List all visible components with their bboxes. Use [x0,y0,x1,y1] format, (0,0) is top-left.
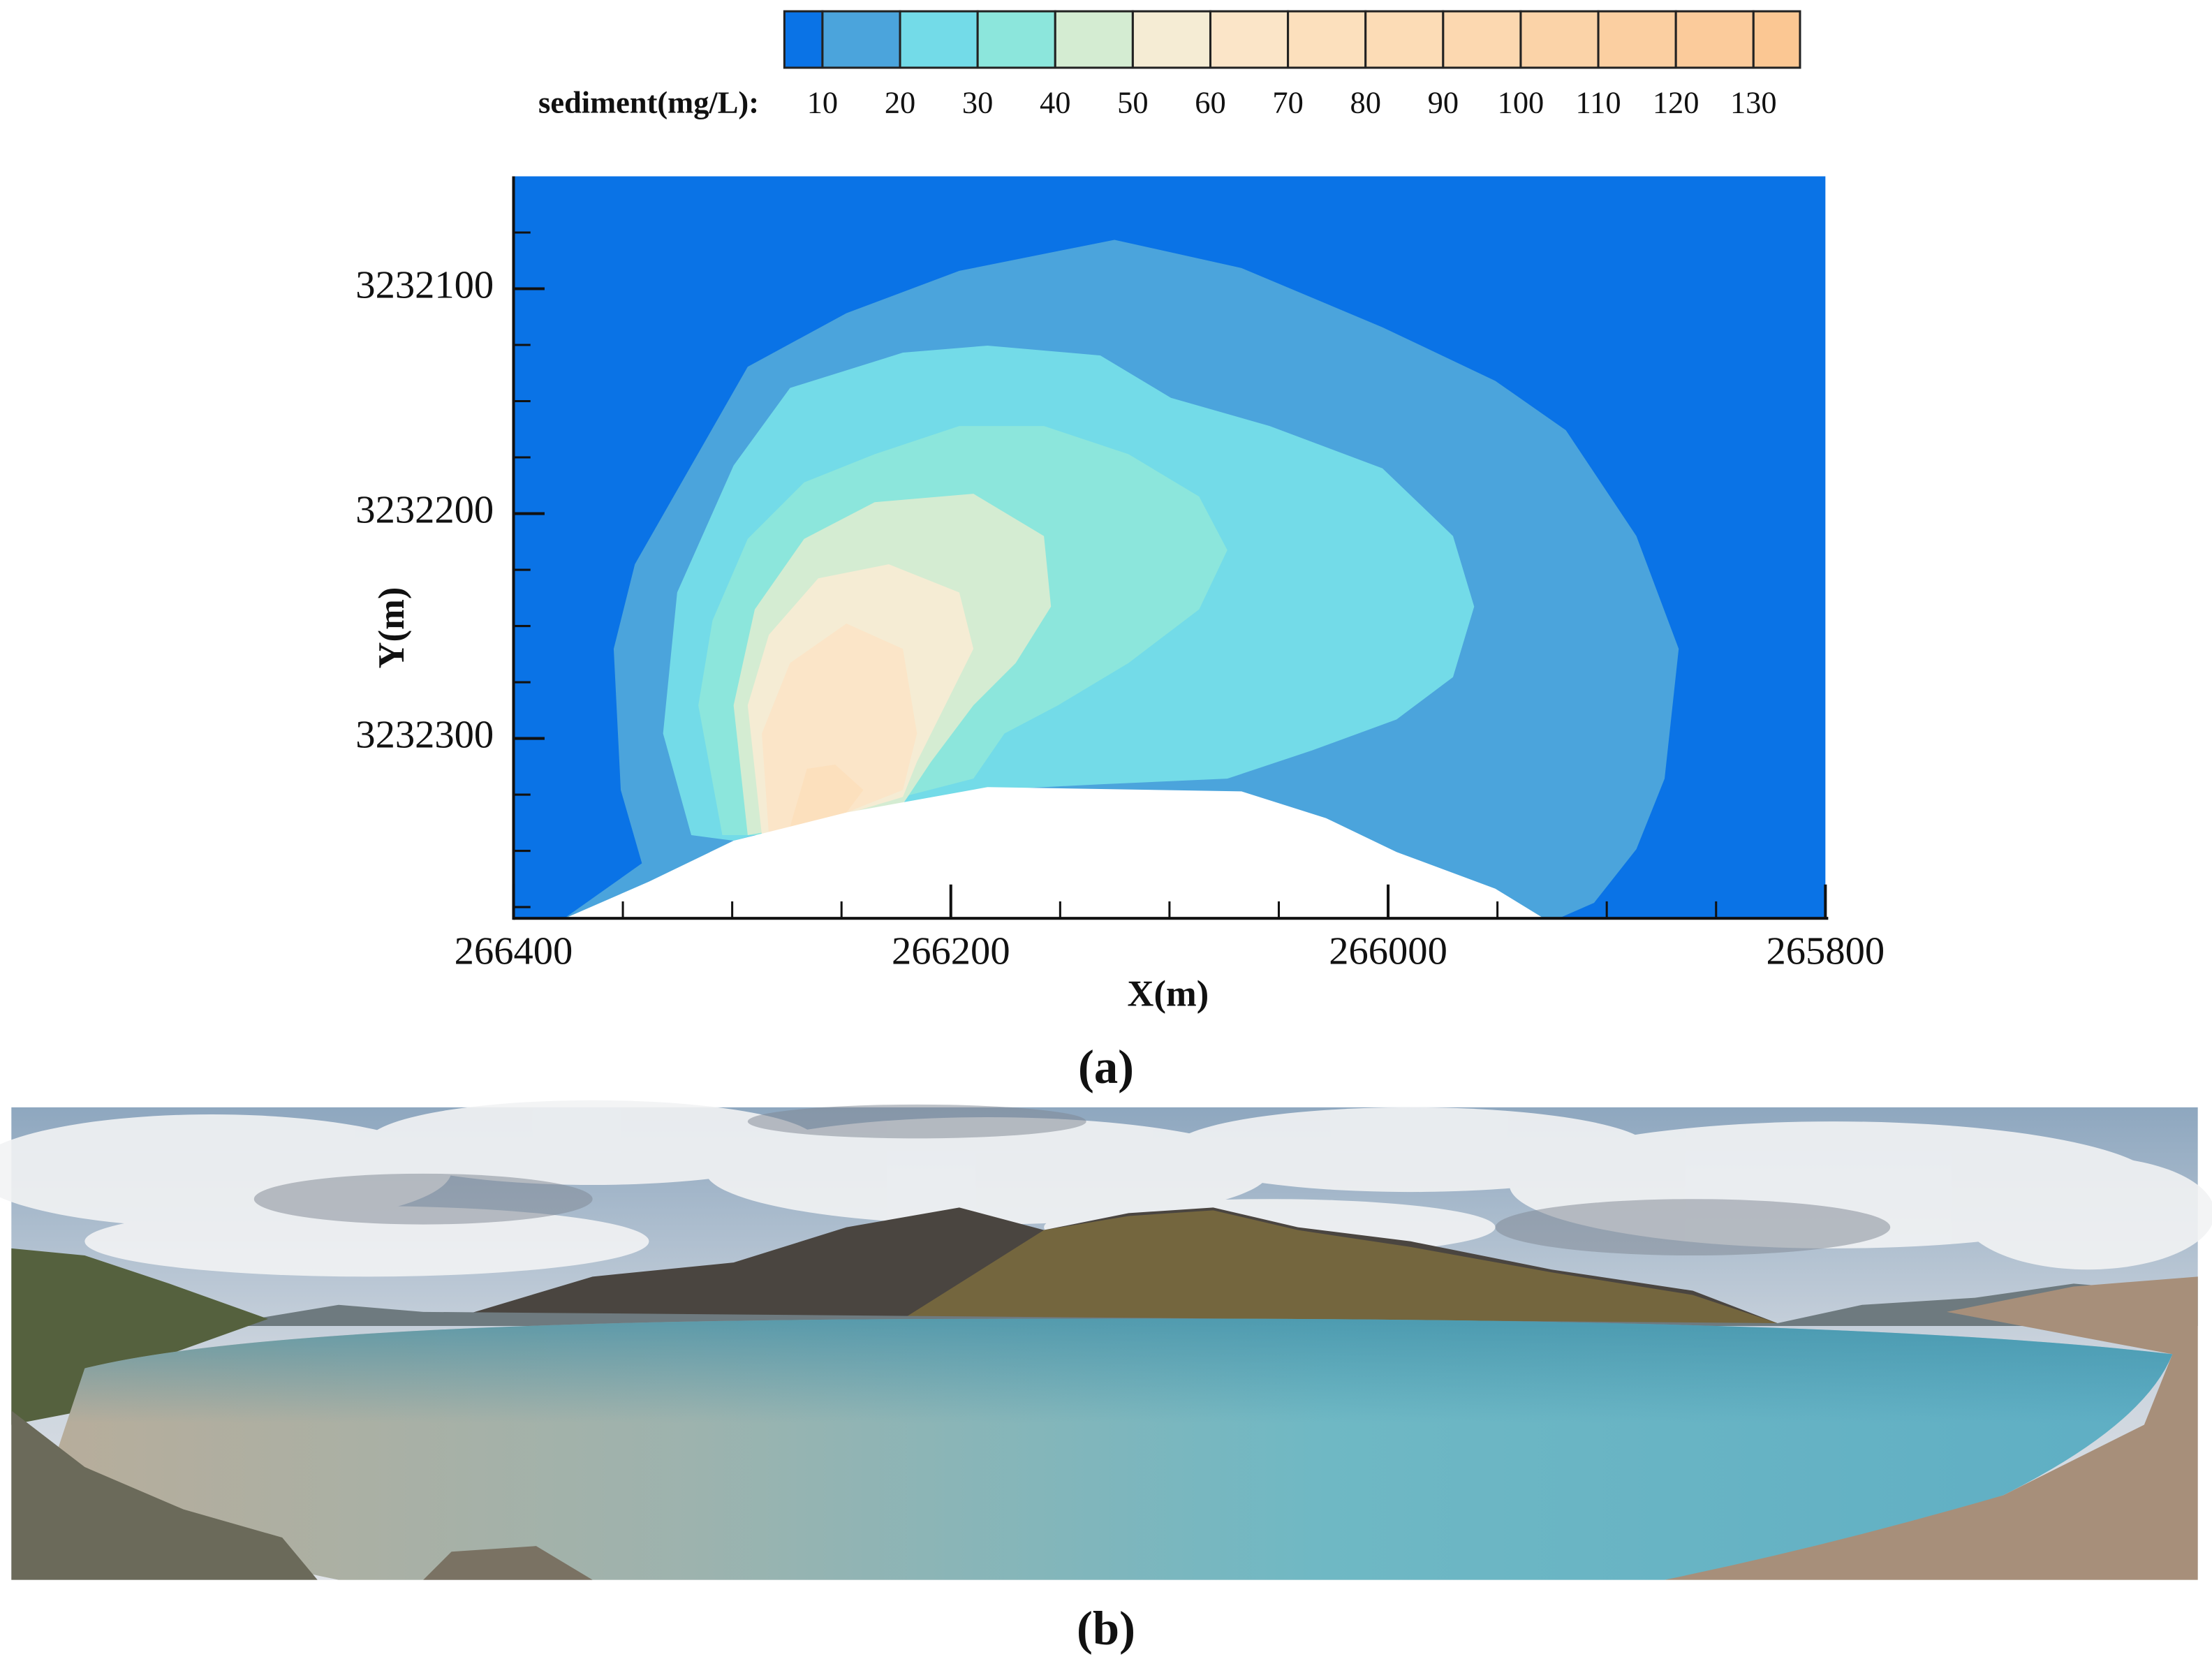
photo-hill-right [1665,1276,2198,1580]
colorbar-swatch [1519,10,1600,69]
colorbar-label: 50 [1117,85,1148,120]
land-mask [561,787,1547,920]
colorbar-swatch [1674,10,1755,69]
caption-b: (b) [1077,1602,1135,1655]
photo-lake-shade [56,1318,2173,1580]
colorbar-swatch [976,10,1056,69]
contour-plot: X(m) Y(m) 266400 266200 266000 265800 323210… [355,176,1885,1014]
colorbar-label: 80 [1350,85,1381,120]
colorbar-swatch [1442,10,1522,69]
colorbar-title: sediment(mg/L): [538,85,759,120]
colorbar-swatch [783,10,824,69]
x-tick-label: 266400 [455,930,573,973]
contour-fill [790,764,864,827]
colorbar-label: 60 [1195,85,1225,120]
y-tick-label: 3232200 [355,489,494,532]
colorbar-swatch [1364,10,1445,69]
colorbar: sediment(mg/L): 10 20 30 40 50 60 70 80 90 100 110… [538,10,1801,120]
colorbar-label: 40 [1040,85,1070,120]
x-axis-label: X(m) [1128,973,1209,1014]
y-tick-label: 3232300 [355,714,494,757]
colorbar-label: 20 [885,85,915,120]
colorbar-label: 10 [807,85,838,120]
colorbar-swatch [1597,10,1677,69]
colorbar-label: 100 [1498,85,1544,120]
photo-rocks [423,1546,593,1580]
y-tick-label: 3232100 [355,264,494,307]
colorbar-swatch [1752,10,1801,69]
colorbar-label: 120 [1653,85,1699,120]
colorbar-swatch [1131,10,1212,69]
photo-cloud-shadow [253,1104,1891,1256]
x-tick-label: 266200 [892,930,1010,973]
photo-mountain-sunlit [903,1210,1778,1323]
colorbar-label: 110 [1576,85,1621,120]
colorbar-swatch [821,10,901,69]
colorbar-swatch [899,10,979,69]
contour-fill [762,623,917,835]
x-tick-label: 266000 [1329,930,1447,973]
photo-hill-left [11,1248,268,1425]
y-axis-label: Y(m) [371,587,412,669]
photo-shore-left [11,1410,318,1580]
colorbar-label: 70 [1272,85,1303,120]
x-tick-label: 265800 [1766,930,1885,973]
colorbar-swatch [1287,10,1367,69]
colorbar-swatch [1209,10,1290,69]
colorbar-label: 90 [1428,85,1459,120]
colorbar-label: 30 [962,85,993,120]
colorbar-swatch [1054,10,1134,69]
caption-a: (a) [1078,1040,1134,1093]
photo [0,1100,2212,1580]
photo-far-hills [11,1276,2198,1327]
colorbar-label: 130 [1730,85,1777,120]
